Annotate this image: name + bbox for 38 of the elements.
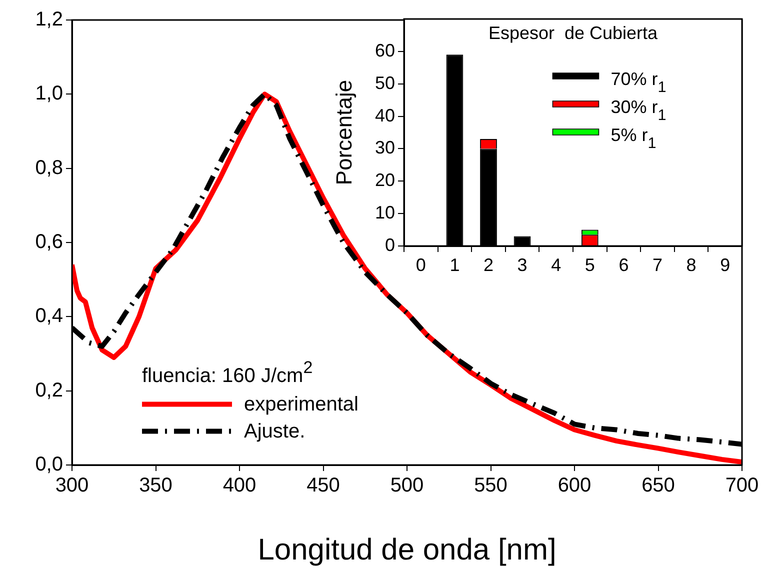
y-tick-label: 1,0 [35, 82, 63, 105]
x-axis-title: Longitud de onda [nm] [258, 533, 556, 566]
y-tick-label: 0,2 [35, 379, 63, 402]
x-tick-label: 6 [618, 254, 629, 275]
x-tick-label: 700 [725, 474, 759, 497]
x-tick-label: 650 [642, 474, 675, 497]
x-tick-label: 9 [720, 254, 730, 275]
x-tick-label: 350 [139, 474, 172, 497]
x-tick-label: 0 [416, 254, 426, 275]
y-tick-label: 30 [374, 138, 395, 158]
y-tick-label: 0,6 [35, 231, 63, 254]
chart-title: Espesor de Cubierta [488, 23, 659, 43]
x-tick-label: 500 [390, 474, 424, 497]
legend-label: experimental [244, 393, 359, 416]
y-tick-label: 10 [374, 202, 395, 223]
y-tick-label: 0,4 [35, 305, 63, 328]
y-tick-label: 20 [374, 170, 395, 190]
x-tick-label: 450 [306, 474, 340, 497]
x-tick-label: 3 [517, 254, 528, 275]
x-tick-label: 600 [558, 474, 592, 497]
x-tick-label: 2 [483, 254, 494, 275]
y-tick-label: 1,2 [35, 8, 63, 31]
x-tick-label: 8 [686, 254, 696, 275]
x-tick-label: 4 [551, 254, 562, 275]
y-tick-label: 0,8 [35, 156, 63, 179]
y-tick-label: 50 [374, 72, 395, 93]
y-tick-label: 60 [374, 40, 395, 60]
y-tick-label: 40 [374, 105, 395, 126]
y-tick-label: 0,0 [35, 454, 63, 476]
y-axis-title: Porcentaje [331, 80, 356, 186]
legend-label: Ajuste. [244, 420, 306, 442]
x-tick-label: 7 [652, 254, 663, 275]
y-tick-label: 0 [384, 234, 395, 255]
x-tick-label: 5 [584, 254, 595, 275]
x-tick-label: 550 [474, 474, 508, 497]
x-tick-label: 400 [222, 474, 256, 497]
x-tick-label: 300 [55, 474, 89, 497]
x-tick-label: 1 [450, 254, 460, 275]
